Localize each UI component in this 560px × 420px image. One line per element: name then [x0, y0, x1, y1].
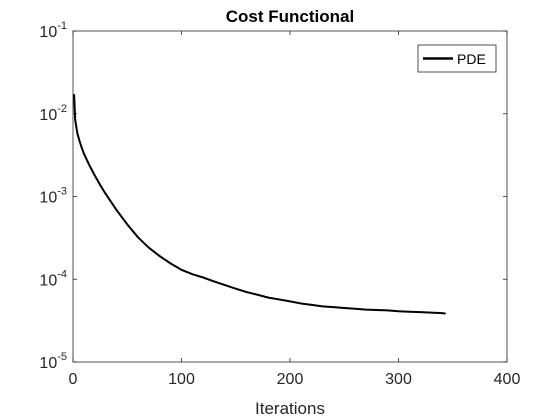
data-point: [354, 307, 356, 310]
data-point: [76, 132, 79, 135]
data-point: [180, 269, 183, 271]
y-tick-label: 10-4: [39, 268, 67, 289]
data-point: [83, 152, 85, 155]
data-point: [93, 174, 96, 177]
data-point: [191, 273, 194, 276]
x-tick-label: 0: [69, 371, 78, 388]
y-axis-ticks: 10-5 10-4 10-3 10-2 10-1: [39, 20, 507, 372]
data-point: [159, 255, 161, 257]
plot-area: [72, 30, 508, 363]
x-tick-label: 200: [277, 371, 304, 388]
legend-label-pde: PDE: [457, 51, 486, 67]
chart-title: Cost Functional: [226, 7, 354, 26]
series-layer: [73, 93, 446, 315]
data-point: [376, 309, 378, 311]
data-point: [256, 293, 259, 296]
data-point: [115, 209, 118, 211]
series-line-pde: [73, 94, 446, 315]
data-point: [78, 140, 81, 142]
data-point: [202, 276, 204, 279]
data-point: [213, 280, 215, 283]
data-point: [300, 302, 302, 305]
data-point: [386, 309, 389, 312]
x-tick-label: 100: [168, 371, 195, 388]
data-point: [430, 311, 432, 314]
data-point: [408, 310, 411, 313]
data-point: [137, 236, 139, 239]
y-tick-label: 10-3: [39, 186, 67, 207]
y-tick-label: 10-1: [39, 20, 67, 41]
data-point: [245, 291, 248, 293]
x-axis-ticks: 0 100 200 300 400: [69, 31, 521, 388]
data-point: [99, 184, 101, 186]
data-point: [441, 312, 443, 314]
data-point: [80, 146, 83, 149]
data-point: [444, 312, 446, 315]
data-point: [267, 296, 270, 299]
data-point: [234, 287, 237, 290]
data-point: [169, 262, 172, 265]
data-point: [397, 310, 400, 313]
legend: PDE: [417, 44, 497, 73]
y-tick-label: 10-5: [39, 351, 67, 372]
data-point: [343, 307, 346, 309]
data-point: [332, 306, 335, 308]
data-point: [74, 118, 76, 121]
data-point: [419, 311, 422, 313]
data-point: [365, 308, 367, 311]
x-tick-label: 300: [385, 371, 412, 388]
data-point: [321, 305, 324, 308]
data-point: [126, 223, 129, 226]
data-point: [310, 304, 313, 306]
data-point: [289, 300, 291, 303]
x-tick-label: 400: [494, 371, 521, 388]
data-point: [88, 164, 91, 166]
data-point: [148, 246, 150, 249]
data-point: [278, 298, 280, 301]
x-axis-label: Iterations: [255, 399, 325, 418]
data-point: [73, 93, 75, 96]
data-point: [224, 284, 226, 286]
y-tick-label: 10-2: [39, 103, 67, 124]
data-point: [104, 192, 107, 195]
